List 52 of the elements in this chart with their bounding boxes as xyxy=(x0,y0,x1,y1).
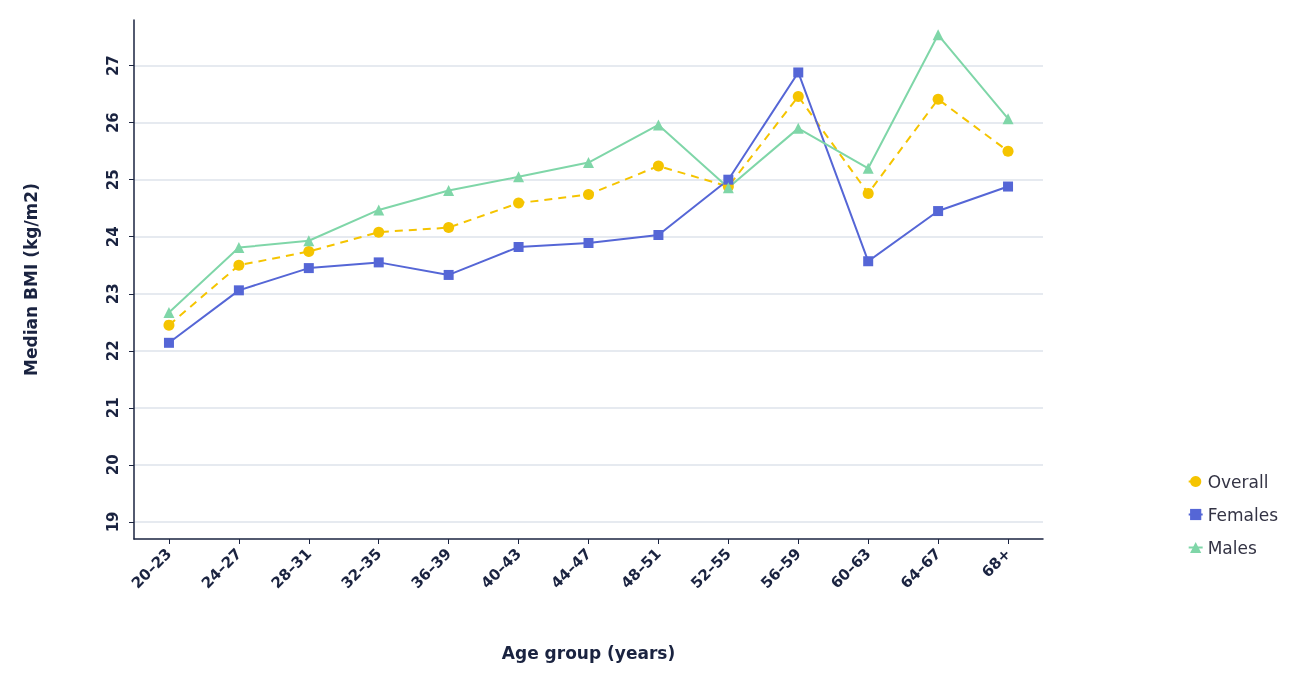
point xyxy=(373,257,384,268)
legend-label: Males xyxy=(1207,537,1257,558)
point xyxy=(792,90,804,102)
point xyxy=(793,67,804,78)
x-axis-title: Age group (years) xyxy=(501,642,676,663)
point xyxy=(862,162,874,174)
point xyxy=(303,235,315,247)
y-tick-label: 21 xyxy=(103,397,122,419)
point xyxy=(513,241,524,252)
point xyxy=(792,122,804,134)
point xyxy=(513,171,525,183)
point xyxy=(233,242,245,254)
point xyxy=(583,157,594,169)
point xyxy=(303,246,315,258)
point xyxy=(443,185,455,197)
point xyxy=(1002,145,1014,157)
y-tick-label: 22 xyxy=(103,340,122,362)
point xyxy=(652,119,664,131)
point xyxy=(163,337,174,348)
point xyxy=(373,226,385,238)
y-tick-label: 20 xyxy=(103,454,122,476)
x-tick-label: 68+ xyxy=(978,544,1015,581)
y-tick-label: 27 xyxy=(103,55,122,77)
point xyxy=(303,263,314,274)
point xyxy=(233,285,244,296)
point xyxy=(863,256,874,267)
point xyxy=(583,238,594,248)
y-tick-label: 23 xyxy=(103,283,122,305)
point xyxy=(933,206,944,217)
point xyxy=(862,187,874,199)
point xyxy=(1002,113,1014,125)
y-tick-label: 25 xyxy=(103,169,122,191)
point xyxy=(932,29,944,41)
point xyxy=(373,204,385,216)
point xyxy=(513,197,525,209)
point xyxy=(233,259,245,271)
point xyxy=(652,160,664,172)
y-tick-label: 24 xyxy=(103,226,122,248)
y-axis-title: Median BMI (kg/m2) xyxy=(20,183,41,376)
point xyxy=(163,319,175,331)
point xyxy=(1003,181,1014,192)
point xyxy=(163,307,175,319)
point xyxy=(583,189,594,201)
y-tick-label: 26 xyxy=(103,112,122,134)
y-tick-label: 19 xyxy=(103,511,122,533)
legend-label: Overall xyxy=(1207,471,1269,492)
point xyxy=(723,174,734,185)
point xyxy=(932,93,944,105)
legend-label: Females xyxy=(1207,504,1279,525)
point xyxy=(443,222,455,234)
point xyxy=(443,269,454,280)
point xyxy=(653,230,664,241)
